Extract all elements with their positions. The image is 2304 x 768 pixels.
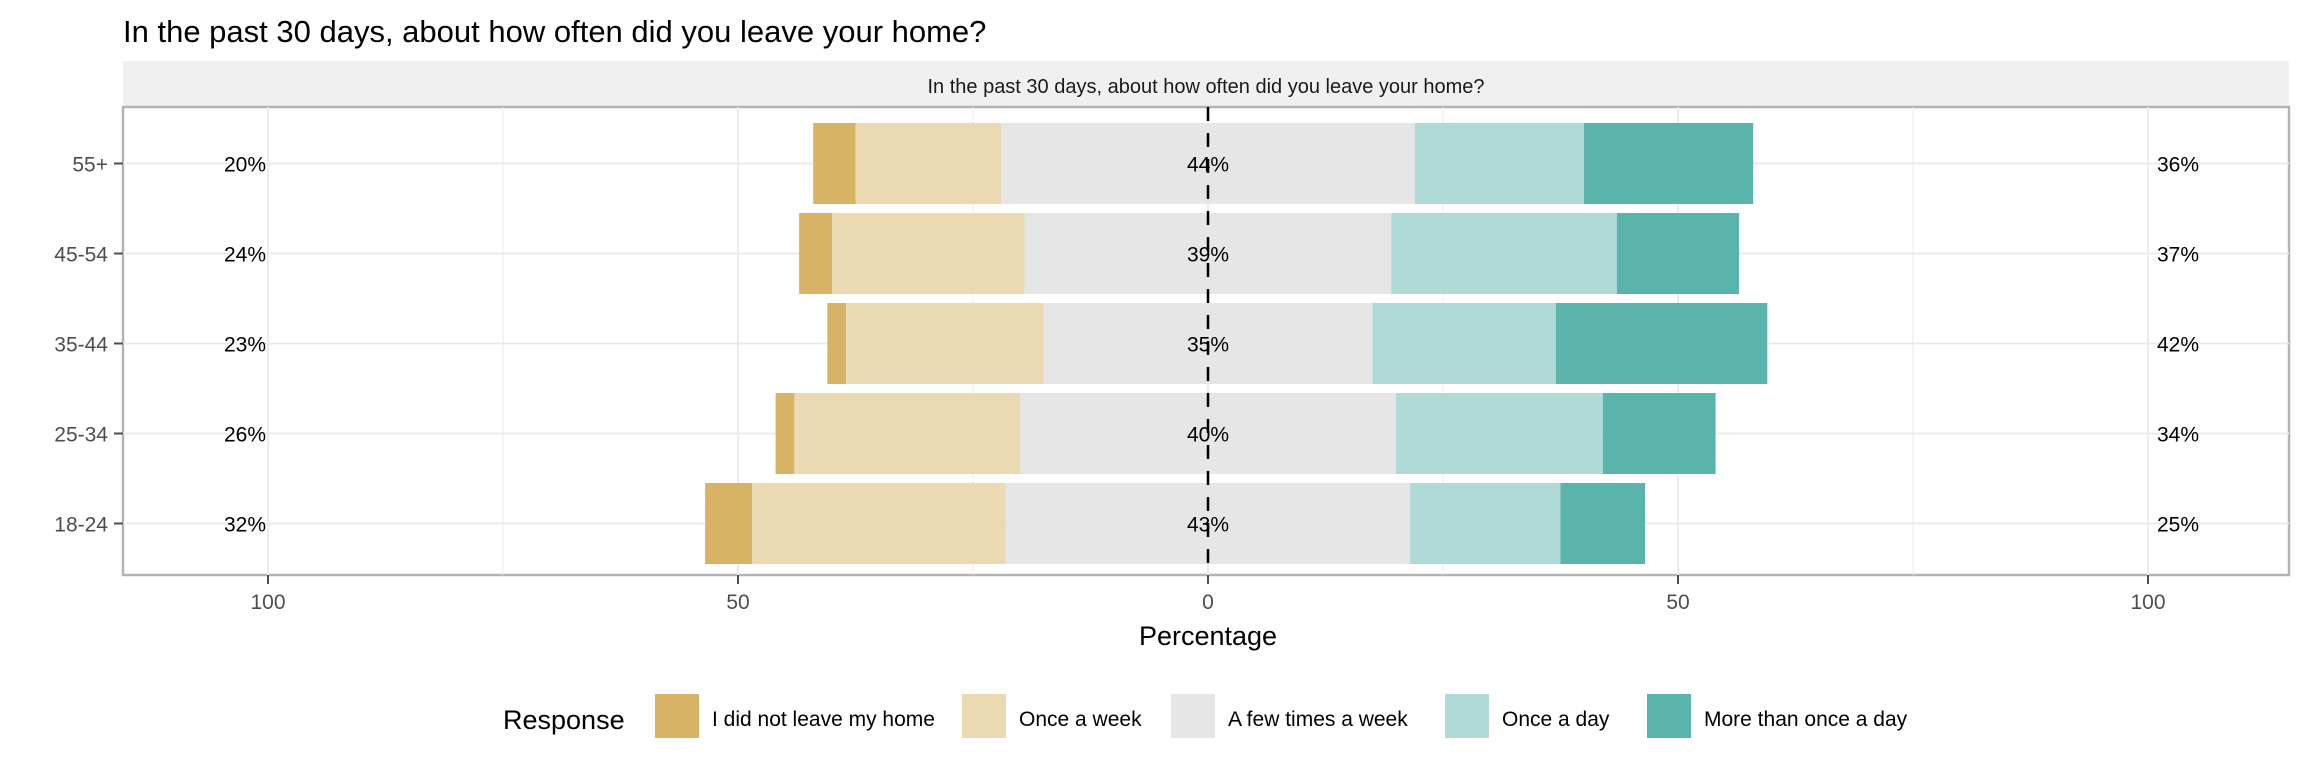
category-label: 55+ xyxy=(72,154,108,177)
category-label: 35-44 xyxy=(54,334,108,357)
bar-segment xyxy=(846,303,1044,384)
bar-segment xyxy=(1560,483,1646,564)
right-percent-label: 34% xyxy=(2157,424,2199,447)
panel-strip-title: In the past 30 days, about how often did… xyxy=(927,76,1484,98)
legend-label: Once a week xyxy=(1019,708,1142,731)
bars xyxy=(705,123,1768,564)
bar-segment xyxy=(813,123,856,204)
x-tick-label: 100 xyxy=(250,591,285,614)
bar-segment xyxy=(1410,483,1561,564)
bar-segment xyxy=(1414,123,1584,204)
right-percent-label: 37% xyxy=(2157,244,2199,267)
panel-strip xyxy=(123,61,2289,107)
bar-segment xyxy=(1555,303,1768,384)
right-percent-label: 36% xyxy=(2157,154,2199,177)
legend-swatch xyxy=(1171,694,1215,738)
legend-title: Response xyxy=(503,705,625,735)
left-percent-label: 32% xyxy=(224,514,266,537)
category-label: 45-54 xyxy=(54,244,108,267)
left-percent-label: 26% xyxy=(224,424,266,447)
legend-swatch xyxy=(1647,694,1691,738)
legend: Response I did not leave my home Once a w… xyxy=(503,694,1908,738)
bar-segment xyxy=(1602,393,1716,474)
bar-segment xyxy=(752,483,1006,564)
left-percent-label: 23% xyxy=(224,334,266,357)
left-percent-label: 24% xyxy=(224,244,266,267)
right-percent-label: 42% xyxy=(2157,334,2199,357)
bar-segment xyxy=(827,303,847,384)
center-percent-label: 39% xyxy=(1187,244,1229,267)
category-labels: 55+ 45-54 35-44 25-34 18-24 xyxy=(54,154,123,537)
legend-label: More than once a day xyxy=(1704,708,1908,731)
center-percent-label: 35% xyxy=(1187,334,1229,357)
bar-segment xyxy=(832,213,1025,294)
bar-segment xyxy=(794,393,1020,474)
bar-segment xyxy=(705,483,753,564)
bar-segment xyxy=(775,393,795,474)
bar-segment xyxy=(1584,123,1754,204)
bar-segment xyxy=(799,213,832,294)
legend-items: I did not leave my home Once a week A few … xyxy=(655,694,1908,738)
percent-labels: 20% 44% 36% 24% 39% 37% 23% 35% 42% 26% 40% 34% 32% 4… xyxy=(224,154,2199,537)
bar-segment xyxy=(855,123,1002,204)
legend-swatch xyxy=(655,694,699,738)
center-percent-label: 44% xyxy=(1187,154,1229,177)
legend-label: I did not leave my home xyxy=(712,708,935,731)
x-axis-title: Percentage xyxy=(1139,621,1277,651)
legend-swatch xyxy=(1445,694,1489,738)
center-percent-label: 43% xyxy=(1187,514,1229,537)
x-tick-label: 50 xyxy=(726,591,749,614)
bar-segment xyxy=(1391,213,1617,294)
legend-label: Once a day xyxy=(1502,708,1610,731)
category-label: 25-34 xyxy=(54,424,108,447)
category-label: 18-24 xyxy=(54,514,108,537)
right-percent-label: 25% xyxy=(2157,514,2199,537)
bar-segment xyxy=(1616,213,1740,294)
x-tick-label: 100 xyxy=(2130,591,2165,614)
center-percent-label: 40% xyxy=(1187,424,1229,447)
x-tick-label: 0 xyxy=(1202,591,1214,614)
x-axis-ticks: 100 50 0 50 100 xyxy=(250,575,2166,614)
chart-title: In the past 30 days, about how often did… xyxy=(123,14,986,49)
bar-segment xyxy=(1024,213,1392,294)
bar-segment xyxy=(1396,393,1603,474)
legend-label: A few times a week xyxy=(1228,708,1408,731)
left-percent-label: 20% xyxy=(224,154,266,177)
legend-swatch xyxy=(962,694,1006,738)
bar-segment xyxy=(1372,303,1556,384)
x-tick-label: 50 xyxy=(1666,591,1689,614)
